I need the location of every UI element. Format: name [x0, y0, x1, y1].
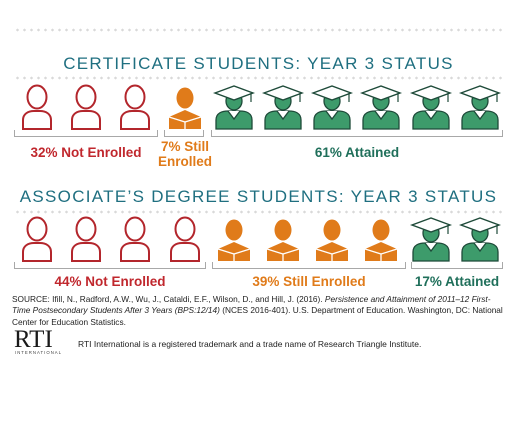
certificate-still-enrolled-label-line1: 7% Still	[160, 139, 209, 154]
certificate-not-enrolled-label: 32% Not Enrolled	[30, 145, 142, 160]
graduate-cap-icon	[458, 85, 501, 130]
associate-divider	[14, 210, 503, 214]
associate-not-enrolled-bracket	[14, 262, 206, 269]
certificate-attained-label: 61% Attained	[314, 145, 400, 160]
person-books-icon	[365, 219, 398, 261]
associate-not-enrolled-label: 44% Not Enrolled	[54, 274, 166, 289]
certificate-still-enrolled-label-line2: Enrolled	[157, 154, 212, 169]
person-books-icon	[168, 87, 201, 129]
associate-section-title: ASSOCIATE’S DEGREE STUDENTS: YEAR 3 STAT…	[19, 187, 498, 206]
associate-attained-label: 17% Attained	[414, 274, 500, 289]
associate-still-enrolled-bracket	[212, 262, 406, 269]
person-outline-icon	[71, 84, 102, 130]
person-books-icon	[266, 219, 300, 261]
person-outline-icon	[120, 84, 151, 130]
certificate-still-enrolled-bracket	[164, 130, 204, 137]
graduate-cap-icon	[261, 85, 305, 130]
certificate-divider	[14, 76, 503, 80]
person-outline-icon	[22, 216, 52, 262]
rti-logo-main: RTI	[14, 326, 53, 353]
person-outline-icon	[71, 216, 102, 262]
person-outline-icon	[169, 216, 200, 262]
source-citation-suffix: (NCES 2016-401). U.S. Department of Educ…	[12, 305, 503, 327]
person-outline-icon	[120, 216, 151, 262]
rti-logo: RTI INTERNATIONAL	[12, 326, 70, 356]
person-books-icon	[217, 219, 250, 261]
person-books-icon	[315, 219, 349, 261]
rti-logo-sub: INTERNATIONAL	[15, 350, 63, 355]
source-citation: SOURCE: Ifill, N., Radford, A.W., Wu, J.…	[12, 294, 507, 328]
graduate-cap-icon	[360, 85, 403, 130]
person-outline-icon	[22, 84, 52, 130]
certificate-attained-bracket	[211, 130, 503, 137]
certificate-still-enrolled-label: 7% Still Enrolled	[154, 139, 216, 169]
graduate-cap-icon	[212, 85, 255, 130]
graduate-cap-icon	[409, 217, 452, 262]
source-citation-prefix: SOURCE: Ifill, N., Radford, A.W., Wu, J.…	[12, 294, 325, 304]
graduate-cap-icon	[409, 85, 452, 130]
graduate-cap-icon	[311, 85, 354, 130]
certificate-not-enrolled-bracket	[14, 130, 158, 137]
graduate-cap-icon	[458, 217, 501, 262]
trademark-note: RTI International is a registered tradem…	[78, 339, 422, 349]
certificate-section-title: CERTIFICATE STUDENTS: YEAR 3 STATUS	[63, 54, 454, 73]
top-divider	[14, 28, 503, 32]
associate-attained-bracket	[411, 262, 503, 269]
source-citation-title: Persistence and Attainment of 2011–12 Fi…	[12, 294, 491, 316]
associate-still-enrolled-label: 39% Still Enrolled	[252, 274, 366, 289]
